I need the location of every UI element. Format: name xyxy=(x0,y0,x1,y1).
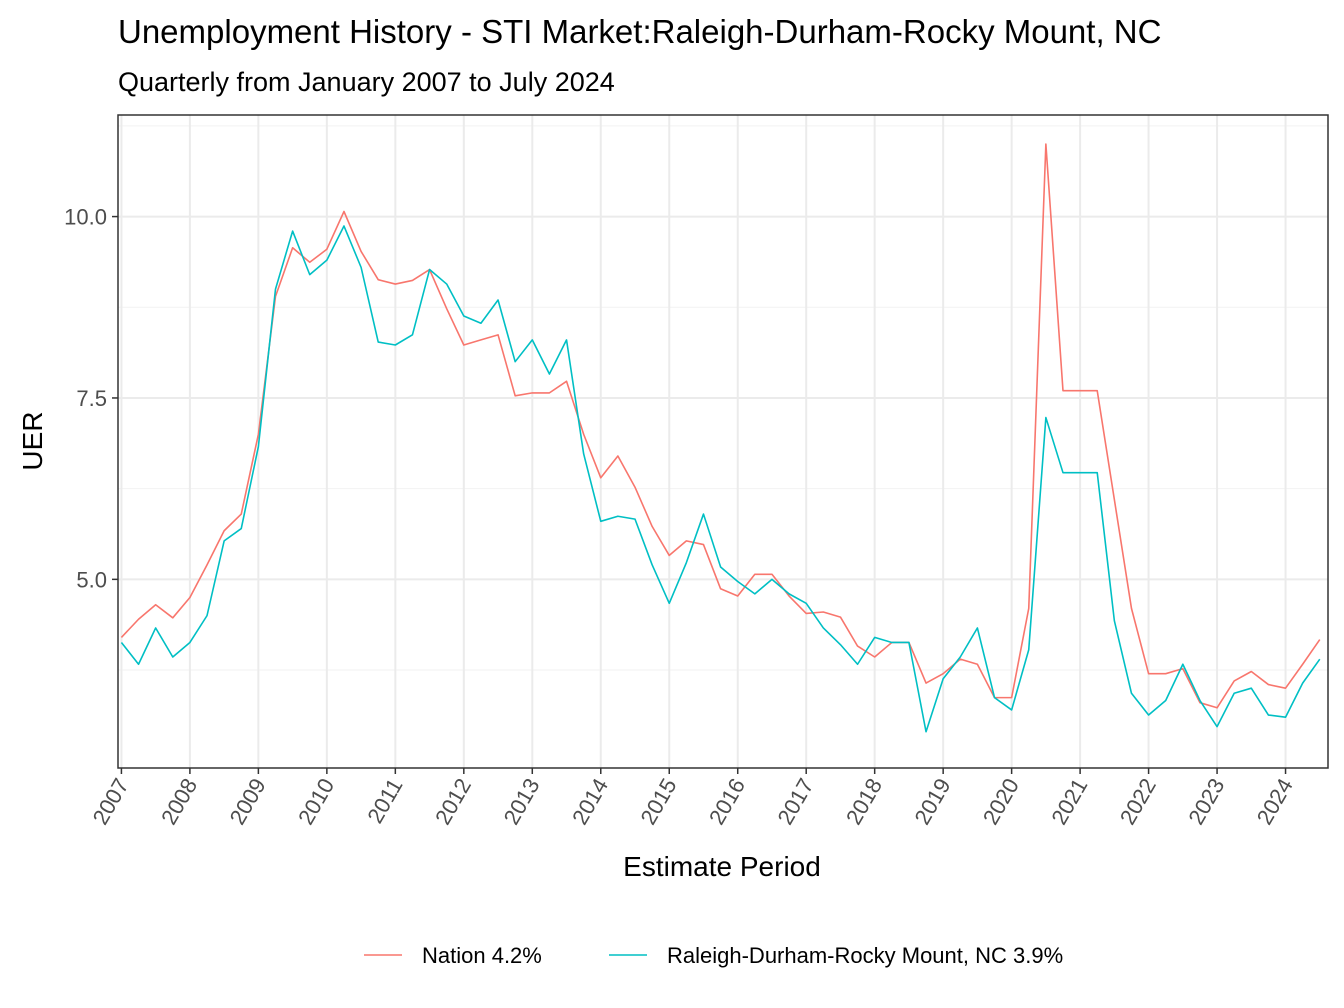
y-tick-label: 10.0 xyxy=(64,205,107,230)
plot-panel xyxy=(117,114,1329,769)
y-tick-label: 5.0 xyxy=(76,567,107,592)
chart-title: Unemployment History - STI Market:Raleig… xyxy=(118,13,1161,50)
plot-border xyxy=(117,114,1329,769)
x-tick-label: 2016 xyxy=(704,774,750,829)
x-axis-title: Estimate Period xyxy=(623,851,821,882)
y-tick-label: 7.5 xyxy=(76,386,107,411)
x-tick-label: 2018 xyxy=(841,774,887,829)
x-tick-label: 2007 xyxy=(88,774,134,829)
y-axis-title: UER xyxy=(17,411,48,470)
x-tick-label: 2012 xyxy=(430,774,476,829)
x-tick-label: 2011 xyxy=(362,774,407,827)
legend-label-1: Raleigh-Durham-Rocky Mount, NC 3.9% xyxy=(667,943,1063,968)
x-tick-label: 2022 xyxy=(1115,774,1161,829)
x-axis: 2007 2008 2009 2010 2011 2012 2013 2014 2015 2016… xyxy=(88,768,1298,829)
plot-background xyxy=(118,115,1328,768)
x-tick-label: 2010 xyxy=(293,774,339,829)
x-tick-label: 2021 xyxy=(1046,774,1092,829)
x-tick-label: 2015 xyxy=(635,774,681,829)
x-tick-label: 2024 xyxy=(1252,774,1298,829)
x-tick-label: 2013 xyxy=(499,774,545,829)
series-line-1 xyxy=(120,225,1321,733)
x-tick-label: 2008 xyxy=(156,774,202,829)
x-tick-label: 2020 xyxy=(978,774,1024,829)
x-tick-label: 2017 xyxy=(772,774,818,829)
legend: Nation 4.2% Raleigh-Durham-Rocky Mount, N… xyxy=(364,943,1063,968)
x-tick-label: 2023 xyxy=(1183,774,1229,829)
chart-subtitle: Quarterly from January 2007 to July 2024 xyxy=(118,67,615,97)
y-axis: 5.0 7.5 10.0 xyxy=(64,205,118,592)
x-tick-label: 2014 xyxy=(567,774,613,829)
x-tick-label: 2009 xyxy=(225,774,271,829)
legend-label-0: Nation 4.2% xyxy=(422,943,542,968)
series-lines xyxy=(120,143,1321,733)
x-tick-label: 2019 xyxy=(909,774,955,829)
series-line-0 xyxy=(120,143,1321,709)
